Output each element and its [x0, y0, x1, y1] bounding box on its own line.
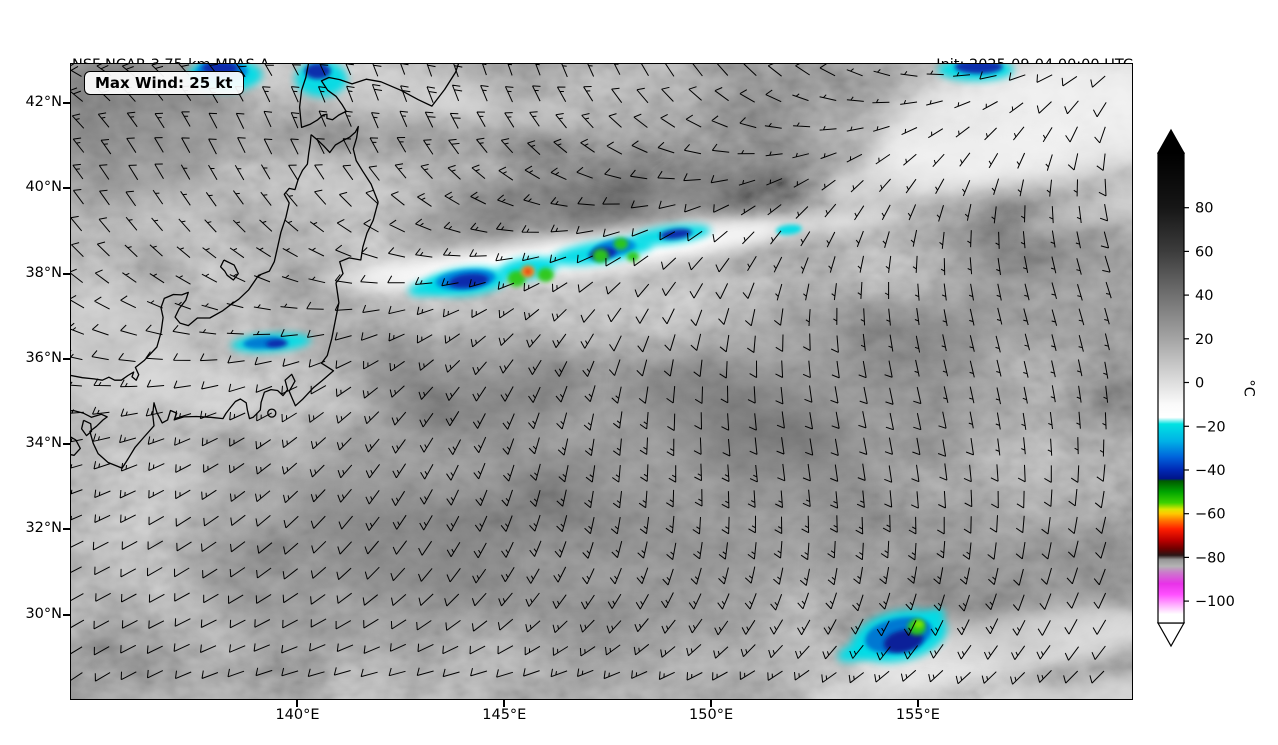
lat-tick — [63, 187, 70, 190]
wind-barbs-path — [70, 63, 1112, 685]
colorbar: 80 60 40 20 0 −20 −40 −60 −80 −100 — [1146, 118, 1276, 663]
wind-barb-layer — [70, 63, 1112, 685]
colorbar-tick-label: 40 — [1195, 288, 1213, 304]
lat-tick — [63, 357, 70, 360]
colorbar-tick-label: −20 — [1195, 419, 1226, 435]
cold-cloud-blob — [883, 629, 924, 653]
cold-cloud-blob — [913, 620, 924, 629]
lat-axis-label: 38°N — [25, 264, 62, 281]
cold-cloud-blob — [265, 339, 288, 348]
cloud-shade-blob — [640, 313, 1020, 483]
lon-axis-label: 150°E — [689, 707, 734, 723]
cold-cloud-blob — [304, 63, 331, 80]
cold-cloud-blob — [775, 224, 802, 235]
lat-tick — [63, 613, 70, 616]
cold-cloud-blob — [592, 248, 609, 263]
colorbar-arrow-bottom — [1156, 622, 1186, 648]
coastline-izu-oshima — [267, 408, 277, 418]
colorbar-tick-label: −40 — [1195, 463, 1226, 479]
cloud-shade-blob — [345, 338, 585, 428]
colorbar-unit-label: °C — [1240, 379, 1257, 397]
cloud-shade-blob — [127, 353, 263, 423]
lon-tick — [916, 700, 919, 707]
lon-axis-label: 145°E — [482, 707, 527, 723]
cloud-shade-blob — [185, 483, 485, 653]
lon-tick — [296, 700, 299, 707]
coastline-honshu-east — [70, 125, 379, 469]
colorbar-gradient-bar — [1157, 152, 1185, 624]
lat-axis-label: 34°N — [25, 435, 62, 452]
coastline-hokkaido — [298, 63, 460, 129]
coastline-sado — [219, 259, 239, 281]
lat-axis-label: 40°N — [25, 179, 62, 196]
cold-cloud-blob — [660, 228, 692, 240]
lon-tick — [710, 700, 713, 707]
colorbar-tick-label: −80 — [1195, 550, 1226, 566]
colorbar-tick-label: −60 — [1195, 507, 1226, 523]
lat-axis-label: 32°N — [25, 520, 62, 537]
cloud-shade-blob — [872, 227, 1133, 359]
cloud-shade-blob — [806, 661, 974, 700]
lat-tick — [63, 102, 70, 105]
colorbar-canvas: 80 60 40 20 0 −20 −40 −60 −80 −100 — [1156, 128, 1235, 648]
lon-tick — [503, 700, 506, 707]
max-wind-badge: Max Wind: 25 kt — [84, 71, 244, 95]
lat-axis-label: 36°N — [25, 349, 62, 366]
colorbar-arrow-top — [1156, 128, 1186, 154]
cloud-shade-blob — [411, 82, 589, 134]
lat-tick — [63, 272, 70, 275]
colorbar-tick-label: 80 — [1195, 201, 1213, 217]
cloud-shade-blob — [630, 208, 910, 248]
lat-tick — [63, 528, 70, 531]
coastline-honshu-west — [70, 134, 312, 381]
cloud-shade-blob — [271, 154, 389, 212]
cloud-shade-blob — [825, 493, 1125, 643]
cold-cloud-blob — [626, 251, 639, 262]
ir-satellite-canvas — [70, 63, 1133, 700]
lon-axis-label: 155°E — [895, 707, 940, 723]
coastline-shikoku — [70, 435, 81, 456]
coastline-awaji — [80, 419, 93, 437]
cold-cloud-blob — [954, 63, 1003, 74]
cold-cloud-blob — [524, 268, 531, 275]
cloud-shade-blob — [70, 63, 240, 198]
cold-cloud-blob — [507, 270, 526, 287]
cold-cloud-blob — [537, 267, 554, 282]
cloud-shade-blob — [391, 168, 789, 238]
lat-axis-label: 42°N — [25, 94, 62, 111]
colorbar-tick-label: 60 — [1195, 244, 1213, 260]
colorbar-tick-label: 0 — [1195, 376, 1204, 392]
coastline-layer — [70, 63, 460, 469]
colorbar-tick-label: −100 — [1195, 594, 1235, 610]
cold-cloud-blob — [613, 237, 628, 250]
lat-axis-label: 30°N — [25, 605, 62, 622]
cloud-shade-blob — [975, 673, 1133, 700]
map-plot: Max Wind: 25 kt — [70, 63, 1133, 700]
colorbar-tick-label: 20 — [1195, 332, 1213, 348]
lat-tick — [63, 443, 70, 446]
lon-axis-label: 140°E — [275, 707, 320, 723]
